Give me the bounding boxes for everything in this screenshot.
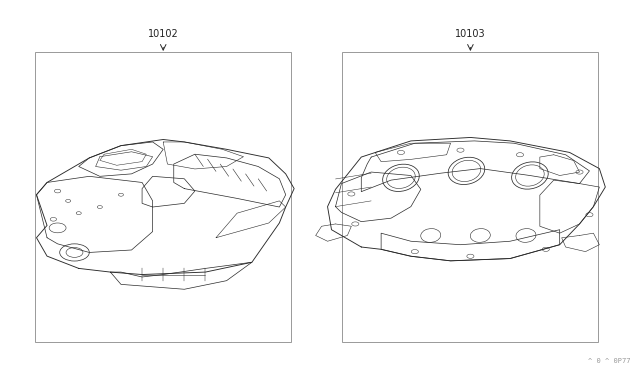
Text: 10102: 10102 bbox=[148, 29, 179, 39]
Text: 10103: 10103 bbox=[455, 29, 486, 39]
Text: ^ 0 ^ 0P77: ^ 0 ^ 0P77 bbox=[588, 358, 630, 364]
Bar bbox=[342, 52, 598, 342]
Bar bbox=[35, 52, 291, 342]
